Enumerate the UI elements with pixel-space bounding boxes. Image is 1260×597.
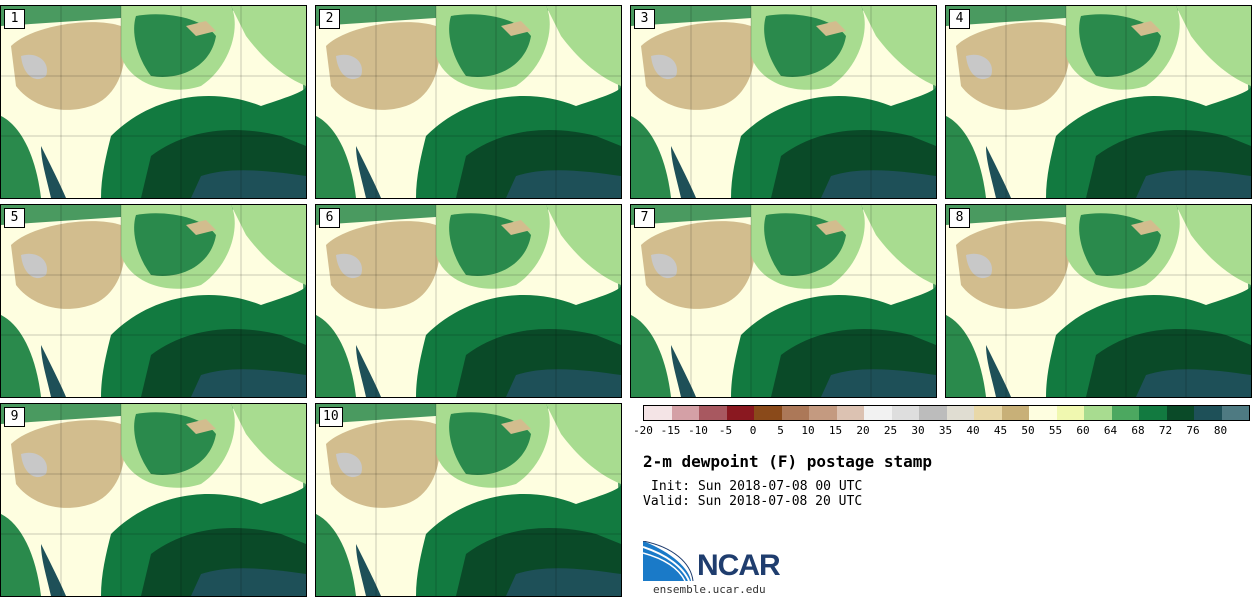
colorbar-tick-label: 40 xyxy=(966,424,980,437)
colorbar-swatch xyxy=(1166,406,1194,420)
colorbar-swatch xyxy=(1084,406,1112,420)
colorbar-swatch xyxy=(726,406,754,420)
colorbar-swatch xyxy=(864,406,892,420)
colorbar-tick-label: 76 xyxy=(1186,424,1200,437)
stamp-panel-8: 8 xyxy=(945,204,1252,398)
stamp-panel-4: 4 xyxy=(945,5,1252,199)
colorbar-tick-label: 25 xyxy=(883,424,898,437)
dewpoint-map xyxy=(1,6,306,198)
colorbar-swatch xyxy=(781,406,809,420)
colorbar-tick-label: -20 xyxy=(633,424,653,437)
member-label: 8 xyxy=(949,208,970,228)
colorbar-tick-label: 80 xyxy=(1213,424,1228,437)
dewpoint-map xyxy=(631,6,936,198)
colorbar-tick-label: 20 xyxy=(856,424,870,437)
colorbar-swatch xyxy=(1056,406,1084,420)
colorbar-tick-labels: -20 -15 -10 -5 0 5 10 15 20 25 30 35 40 45 50 55 60 64 68 7… xyxy=(630,424,1260,440)
colorbar-tick-label: 64 xyxy=(1103,424,1118,437)
stamp-panel-6: 6 xyxy=(315,204,622,398)
colorbar-swatch xyxy=(1111,406,1139,420)
colorbar-tick-label: 0 xyxy=(749,424,757,437)
dewpoint-map xyxy=(316,404,621,596)
colorbar-tick-label: 55 xyxy=(1048,424,1063,437)
colorbar-swatch xyxy=(946,406,974,420)
colorbar-tick-label: -15 xyxy=(660,424,681,437)
dewpoint-map xyxy=(316,6,621,198)
dewpoint-map xyxy=(1,205,306,397)
dewpoint-map xyxy=(946,6,1251,198)
member-label: 1 xyxy=(4,9,25,29)
colorbar-swatch xyxy=(1139,406,1167,420)
colorbar-swatch xyxy=(1029,406,1057,420)
dewpoint-map xyxy=(316,205,621,397)
colorbar-swatch xyxy=(836,406,864,420)
page-title: 2-m dewpoint (F) postage stamp xyxy=(643,452,932,471)
member-label: 4 xyxy=(949,9,970,29)
valid-time: Valid: Sun 2018-07-08 20 UTC xyxy=(643,494,863,509)
ncar-logo-text: NCAR xyxy=(697,549,781,582)
colorbar-swatch xyxy=(974,406,1002,420)
member-label: 6 xyxy=(319,208,340,228)
colorbar-tick-label: 45 xyxy=(993,424,1008,437)
member-label: 3 xyxy=(634,9,655,29)
colorbar xyxy=(643,405,1250,421)
member-label: 10 xyxy=(319,407,343,427)
colorbar-swatch xyxy=(1194,406,1222,420)
stamp-panel-7: 7 xyxy=(630,204,937,398)
stamp-panel-3: 3 xyxy=(630,5,937,199)
colorbar-swatch xyxy=(919,406,947,420)
colorbar-swatch xyxy=(891,406,919,420)
colorbar-tick-label: -10 xyxy=(688,424,708,437)
dewpoint-map xyxy=(946,205,1251,397)
stamp-panel-9: 9 xyxy=(0,403,307,597)
stamp-panel-5: 5 xyxy=(0,204,307,398)
ncar-logo-icon xyxy=(643,541,694,582)
dewpoint-map xyxy=(631,205,936,397)
colorbar-swatch xyxy=(699,406,727,420)
colorbar-swatch xyxy=(809,406,837,420)
member-label: 2 xyxy=(319,9,340,29)
member-label: 5 xyxy=(4,208,25,228)
init-time: Init: Sun 2018-07-08 00 UTC xyxy=(651,479,863,494)
colorbar-tick-label: 35 xyxy=(938,424,953,437)
colorbar-swatch xyxy=(644,406,672,420)
colorbar-tick-label: 72 xyxy=(1158,424,1173,437)
stamp-panel-1: 1 xyxy=(0,5,307,199)
colorbar-swatch xyxy=(1221,406,1249,420)
colorbar-tick-label: 30 xyxy=(911,424,925,437)
colorbar-tick-label: 50 xyxy=(1021,424,1035,437)
colorbar-swatch xyxy=(754,406,782,420)
colorbar-swatch xyxy=(1001,406,1029,420)
dewpoint-map xyxy=(1,404,306,596)
colorbar-swatch xyxy=(671,406,699,420)
colorbar-tick-label: -5 xyxy=(718,424,733,437)
colorbar-tick-label: 10 xyxy=(801,424,815,437)
site-url: ensemble.ucar.edu xyxy=(653,583,766,596)
colorbar-tick-label: 60 xyxy=(1076,424,1090,437)
colorbar-tick-label: 5 xyxy=(777,424,784,437)
member-label: 9 xyxy=(4,407,25,427)
colorbar-tick-label: 15 xyxy=(828,424,843,437)
colorbar-tick-label: 68 xyxy=(1131,424,1145,437)
member-label: 7 xyxy=(634,208,655,228)
stamp-panel-2: 2 xyxy=(315,5,622,199)
stamp-panel-10: 10 xyxy=(315,403,622,597)
